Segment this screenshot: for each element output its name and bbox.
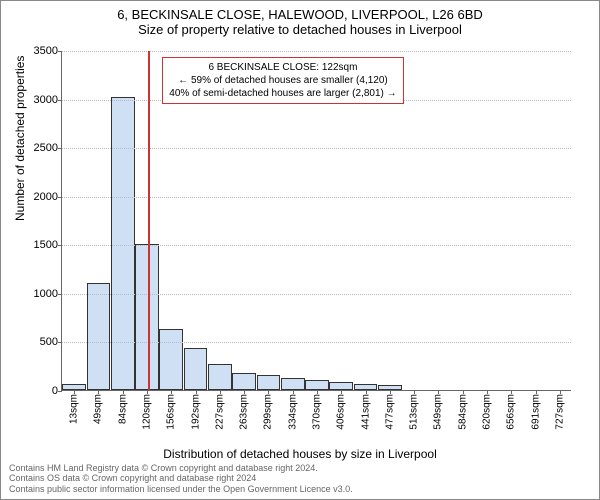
histogram-bar — [232, 373, 256, 390]
x-tick-label: 620sqm — [482, 394, 493, 430]
y-tick-label: 1000 — [34, 288, 62, 300]
gridline — [62, 342, 571, 343]
gridline — [62, 294, 571, 295]
x-tick-label: 84sqm — [117, 394, 128, 424]
histogram-bar — [329, 382, 353, 390]
x-tick-label: 691sqm — [530, 394, 541, 430]
x-tick-label: 299sqm — [263, 394, 274, 430]
x-tick-label: 513sqm — [409, 394, 420, 430]
y-tick-label: 500 — [40, 336, 62, 348]
histogram-bar — [111, 97, 135, 390]
x-tick-label: 192sqm — [190, 394, 201, 430]
x-tick-label: 120sqm — [142, 394, 153, 430]
histogram-bar — [257, 375, 281, 390]
y-axis-label: Number of detached properties — [13, 56, 27, 221]
annotation-line2: ← 59% of detached houses are smaller (4,… — [169, 74, 396, 87]
gridline — [62, 245, 571, 246]
x-tick-label: 156sqm — [166, 394, 177, 430]
footer-line-3: Contains public sector information licen… — [9, 484, 353, 495]
x-tick-label: 477sqm — [384, 394, 395, 430]
y-tick-label: 0 — [52, 385, 62, 397]
y-tick-label: 3000 — [34, 94, 62, 106]
gridline — [62, 197, 571, 198]
x-tick-label: 441sqm — [360, 394, 371, 430]
footer-line-1: Contains HM Land Registry data © Crown c… — [9, 463, 353, 474]
footer-attribution: Contains HM Land Registry data © Crown c… — [9, 463, 353, 495]
x-tick-label: 584sqm — [457, 394, 468, 430]
chart-container: 6, BECKINSALE CLOSE, HALEWOOD, LIVERPOOL… — [0, 0, 600, 500]
histogram-bar — [208, 364, 232, 390]
y-tick-label: 1500 — [34, 239, 62, 251]
title-line-2: Size of property relative to detached ho… — [1, 22, 599, 39]
histogram-bar — [135, 244, 159, 390]
annotation-line3: 40% of semi-detached houses are larger (… — [169, 87, 396, 100]
histogram-bar — [87, 283, 111, 390]
footer-line-2: Contains OS data © Crown copyright and d… — [9, 473, 353, 484]
y-tick-label: 3500 — [34, 45, 62, 57]
histogram-bar — [305, 380, 329, 390]
x-tick-label: 727sqm — [554, 394, 565, 430]
annotation-line1: 6 BECKINSALE CLOSE: 122sqm — [169, 61, 396, 74]
gridline — [62, 148, 571, 149]
annotation-box: 6 BECKINSALE CLOSE: 122sqm← 59% of detac… — [162, 57, 403, 104]
x-tick-label: 370sqm — [312, 394, 323, 430]
y-tick-label: 2500 — [34, 142, 62, 154]
x-tick-label: 334sqm — [287, 394, 298, 430]
x-tick-label: 406sqm — [336, 394, 347, 430]
gridline — [62, 51, 571, 52]
title-line-1: 6, BECKINSALE CLOSE, HALEWOOD, LIVERPOOL… — [1, 1, 599, 22]
histogram-bar — [281, 378, 305, 390]
x-tick-label: 656sqm — [506, 394, 517, 430]
histogram-bar — [159, 329, 183, 390]
x-tick-label: 49sqm — [93, 394, 104, 424]
x-tick-label: 263sqm — [239, 394, 250, 430]
histogram-bar — [184, 348, 208, 390]
y-tick-label: 2000 — [34, 191, 62, 203]
x-tick-label: 13sqm — [69, 394, 80, 424]
property-marker-line — [148, 51, 150, 390]
x-tick-label: 549sqm — [433, 394, 444, 430]
x-axis-label: Distribution of detached houses by size … — [1, 447, 599, 461]
plot-area: 050010001500200025003000350013sqm49sqm84… — [61, 51, 571, 391]
x-tick-label: 227sqm — [214, 394, 225, 430]
